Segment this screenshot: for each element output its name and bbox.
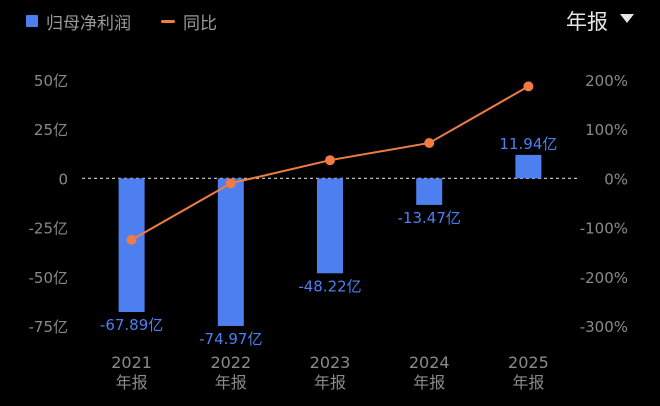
x-tick-label-year: 2025: [508, 353, 549, 372]
x-tick-label-period: 年报: [413, 373, 445, 392]
bar: [118, 178, 145, 313]
x-tick-label-period: 年报: [512, 373, 544, 392]
yoy-point: [523, 81, 534, 92]
legend-line-label: 同比: [183, 13, 217, 34]
x-tick-label-period: 年报: [215, 373, 247, 392]
y-left-tick-label: 50亿: [34, 72, 68, 90]
y-left-tick-label: -50亿: [29, 269, 69, 287]
x-tick-label-period: 年报: [314, 373, 346, 392]
bar: [416, 178, 443, 205]
yoy-point: [424, 137, 435, 148]
y-left-tick-label: 0: [58, 170, 68, 188]
y-right-tick-label: 200%: [585, 72, 628, 90]
y-right-tick-label: -200%: [580, 269, 628, 287]
chevron-down-icon: [620, 13, 634, 23]
legend-bar-label: 归母净利润: [46, 13, 131, 34]
y-right-tick-label: 0%: [604, 170, 628, 188]
x-tick-label-year: 2024: [409, 353, 450, 372]
y-right-tick-label: -100%: [580, 220, 628, 238]
x-tick-label-year: 2021: [111, 353, 152, 372]
x-tick-label-year: 2023: [310, 353, 351, 372]
bar: [217, 178, 244, 326]
bar-data-label: -67.89亿: [100, 316, 163, 334]
legend-item-line[interactable]: 同比: [161, 9, 217, 34]
y-left-tick-label: 25亿: [34, 121, 68, 139]
yoy-point: [126, 234, 137, 245]
x-tick-label-year: 2022: [210, 353, 251, 372]
y-right-tick-label: -300%: [580, 318, 628, 336]
legend: 归母净利润 同比: [26, 9, 247, 34]
legend-bar-swatch: [26, 15, 38, 27]
y-left-tick-label: -75亿: [29, 318, 69, 336]
x-tick-label-period: 年报: [116, 373, 148, 392]
bar-data-label: 11.94亿: [499, 135, 557, 153]
period-selector-label: 年报: [566, 10, 608, 34]
bar: [317, 178, 343, 274]
bar-data-label: -48.22亿: [298, 277, 361, 295]
y-right-tick-label: 100%: [585, 121, 628, 139]
bar: [515, 154, 542, 179]
period-selector[interactable]: 年报: [566, 6, 634, 36]
y-left-tick-label: -25亿: [29, 220, 69, 238]
yoy-point: [325, 155, 335, 166]
yoy-point: [225, 178, 236, 189]
bar-data-label: -13.47亿: [398, 209, 461, 227]
legend-line-swatch: [161, 19, 175, 23]
bar-data-label: -74.97亿: [199, 330, 262, 348]
legend-item-bar[interactable]: 归母净利润: [26, 9, 131, 34]
